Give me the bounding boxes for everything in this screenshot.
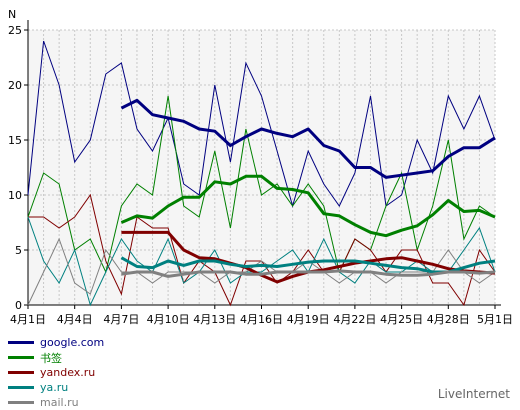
legend-item: 书签 bbox=[8, 350, 104, 365]
legend-label: mail.ru bbox=[40, 396, 79, 409]
y-tick-label: 15 bbox=[8, 134, 22, 147]
x-tick-label: 4月10日 bbox=[147, 313, 190, 326]
series-trend-line bbox=[121, 269, 496, 278]
legend-item: mail.ru bbox=[8, 395, 104, 410]
legend-item: ya.ru bbox=[8, 380, 104, 395]
series-trend-line bbox=[120, 256, 496, 274]
x-tick-label: 4月19日 bbox=[287, 313, 330, 326]
y-tick-label: 0 bbox=[15, 299, 22, 312]
legend-item: yandex.ru bbox=[8, 365, 104, 380]
x-tick-label: 4月16日 bbox=[240, 313, 283, 326]
legend-label: ya.ru bbox=[40, 381, 69, 394]
legend-label: yandex.ru bbox=[40, 366, 96, 379]
y-tick-label: 5 bbox=[15, 244, 22, 257]
x-tick-label: 4月1日 bbox=[10, 313, 46, 326]
y-tick-label: 10 bbox=[8, 189, 22, 202]
legend-item: google.com bbox=[8, 335, 104, 350]
x-tick-label: 4月4日 bbox=[57, 313, 93, 326]
liveinternet-brand: LiveInternet bbox=[437, 387, 510, 401]
legend-swatch bbox=[8, 401, 34, 404]
x-tick-label: 4月13日 bbox=[193, 313, 236, 326]
legend-label: 书签 bbox=[40, 351, 62, 365]
y-axis-label: N bbox=[8, 8, 16, 21]
legend-swatch bbox=[8, 386, 34, 389]
series-trend-line bbox=[120, 98, 496, 179]
series-line bbox=[27, 237, 496, 306]
x-tick-label: 5月1日 bbox=[477, 313, 513, 326]
chart-legend: google.com 书签 yandex.ru ya.ru mail.ru bbox=[8, 335, 104, 410]
legend-swatch bbox=[8, 356, 34, 359]
legend-swatch bbox=[8, 341, 34, 344]
x-tick-label: 4月7日 bbox=[103, 313, 139, 326]
plot-area: N 0 5 10 15 20 25 4月1日 4月4日 4月7日 4月10日 4月13日 4月16日 4月… bbox=[8, 8, 513, 326]
x-tick-label: 4月25日 bbox=[380, 313, 423, 326]
series-line bbox=[27, 40, 496, 208]
x-tick-label: 4月28日 bbox=[427, 313, 470, 326]
series-trend-line bbox=[120, 174, 496, 238]
y-tick-label: 25 bbox=[8, 24, 22, 37]
y-tick-label: 20 bbox=[8, 79, 22, 92]
legend-swatch bbox=[8, 371, 34, 374]
x-tick-label: 4月22日 bbox=[333, 313, 376, 326]
legend-label: google.com bbox=[40, 336, 105, 349]
